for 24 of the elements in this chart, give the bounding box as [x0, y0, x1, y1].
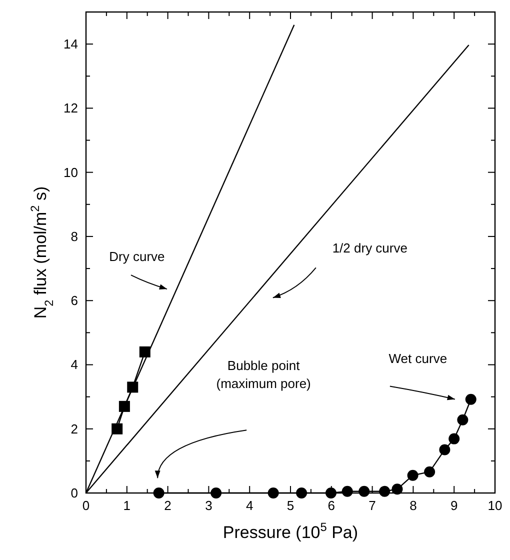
y-tick-label: 14	[64, 36, 78, 52]
y-tick-label: 12	[64, 100, 78, 116]
x-tick-label: 5	[286, 498, 294, 513]
x-tick-label: 1	[123, 498, 131, 513]
x-tick-label: 3	[205, 498, 212, 513]
y-tick-label: 10	[64, 164, 78, 180]
x-tick-label: 4	[246, 498, 254, 513]
annotation: Dry curve	[109, 249, 165, 264]
y-tick-label: 4	[70, 357, 78, 372]
annotation: 1/2 dry curve	[332, 240, 408, 256]
x-tick-label: 0	[82, 498, 90, 513]
y-tick-label: 0	[70, 486, 78, 500]
annotation: Wet curve	[388, 351, 448, 366]
x-axis-title: Pressure (10$^{5}$ Pa)	[222, 520, 358, 542]
y-tick-label: 2	[70, 421, 78, 436]
x-tick-label: 8	[410, 498, 417, 513]
y-tick-label: 8	[70, 228, 78, 244]
x-tick-label: 10	[488, 498, 502, 513]
x-tick-label: 6	[328, 498, 336, 513]
annotation: Bubble point (maximum pore)	[216, 358, 311, 392]
x-tick-label: 9	[450, 498, 458, 513]
x-tick-label: 7	[368, 498, 376, 513]
y-tick-label: 6	[70, 293, 78, 308]
x-tick-label: 2	[164, 498, 172, 513]
